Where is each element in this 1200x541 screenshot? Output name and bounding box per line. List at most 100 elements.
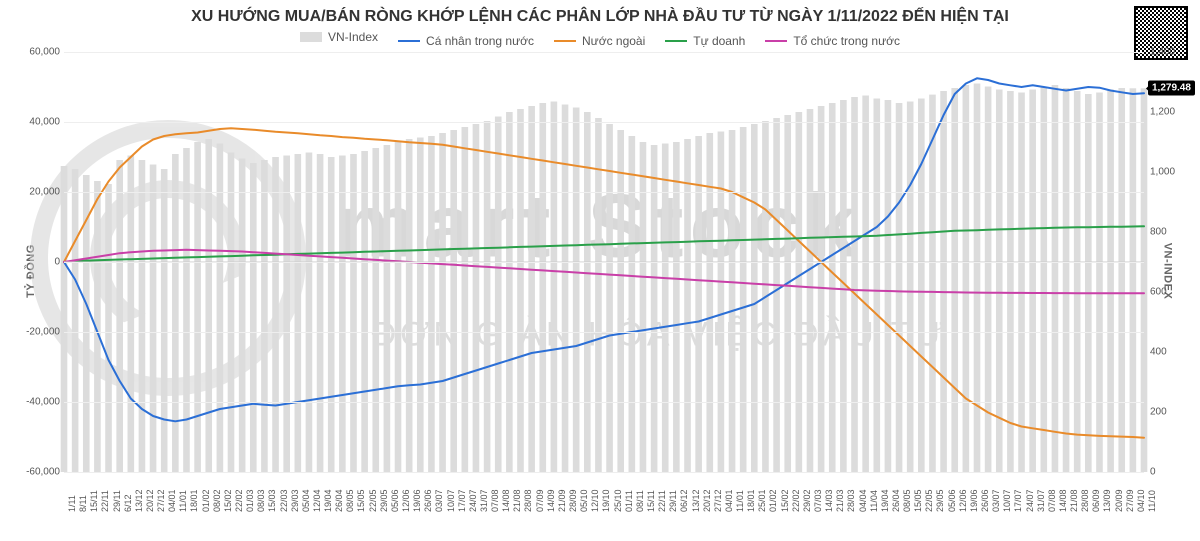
vnindex-bar [740, 127, 747, 472]
x-axis-tick: 15/11 [89, 490, 99, 512]
x-axis-tick: 07/03 [813, 489, 823, 512]
vnindex-bar [506, 112, 513, 472]
y-left-tick: -60,000 [16, 467, 60, 478]
x-axis-tick: 1/11 [67, 495, 77, 512]
y-left-tick: 0 [16, 257, 60, 268]
x-axis-tick: 28/09 [568, 489, 578, 512]
vnindex-bar [306, 153, 313, 473]
x-axis-tick: 26/04 [891, 489, 901, 512]
x-axis-tick: 26/06 [423, 489, 433, 512]
vnindex-bar [562, 105, 569, 473]
x-axis-tick: 04/01 [167, 489, 177, 512]
y-left-tick: -40,000 [16, 397, 60, 408]
x-axis-tick: 27/12 [713, 489, 723, 512]
x-axis-tick: 04/04 [858, 489, 868, 512]
y-right-tick: 1,000 [1150, 167, 1190, 178]
vnindex-bar [873, 99, 880, 473]
x-axis-tick: 29/05 [935, 489, 945, 512]
y-right-tick: 1,400 [1150, 47, 1190, 58]
x-axis-tick: 01/02 [768, 489, 778, 512]
grid-line [64, 472, 1144, 473]
vnindex-bar [261, 160, 268, 472]
x-axis-tick: 31/07 [479, 489, 489, 512]
x-axis-tick: 20/12 [145, 489, 155, 512]
vnindex-bar [105, 184, 112, 472]
vnindex-bar [228, 153, 235, 473]
x-axis-tick: 14/09 [546, 489, 556, 512]
vnindex-bar [172, 154, 179, 472]
x-axis-tick: 18/01 [189, 489, 199, 512]
vnindex-bar [1063, 88, 1070, 472]
chart-root: XU HƯỚNG MUA/BÁN RÒNG KHỚP LỆNH CÁC PHÂN… [0, 0, 1200, 541]
vnindex-bar [428, 136, 435, 472]
vnindex-bar [885, 100, 892, 472]
x-axis-tick: 19/06 [969, 489, 979, 512]
vnindex-bar [1052, 85, 1059, 472]
vnindex-bar [1118, 88, 1125, 472]
vnindex-bar [462, 127, 469, 472]
x-axis-tick: 25/01 [757, 489, 767, 512]
vnindex-bar [951, 88, 958, 472]
vnindex-bar [339, 156, 346, 473]
y-right-tick: 600 [1150, 287, 1190, 298]
x-axis-tick: 01/11 [624, 490, 634, 512]
retail-line [64, 78, 1144, 421]
y-right-tick: 200 [1150, 407, 1190, 418]
x-axis-tick: 08/05 [345, 489, 355, 512]
x-axis-tick: 13/12 [691, 489, 701, 512]
vnindex-bar [974, 84, 981, 473]
vnindex-bar [484, 121, 491, 472]
vnindex-bar [417, 138, 424, 473]
vnindex-bar [328, 157, 335, 472]
vnindex-bar [384, 145, 391, 472]
vnindex-bar [1085, 94, 1092, 472]
vnindex-bar [61, 166, 68, 472]
vnindex-bar [272, 157, 279, 472]
x-axis-tick: 13/09 [1102, 489, 1112, 512]
vnindex-bar [205, 139, 212, 472]
grid-line [64, 192, 1144, 193]
x-axis-tick: 08/02 [212, 489, 222, 512]
x-axis-tick: 22/02 [234, 489, 244, 512]
vnindex-bar [517, 109, 524, 472]
x-axis-tick: 06/12 [679, 489, 689, 512]
vnindex-bar [473, 124, 480, 472]
x-axis-tick: 25/10 [613, 489, 623, 512]
vnindex-bar [963, 85, 970, 472]
x-axis-tick: 05/10 [579, 489, 589, 512]
x-axis-tick: 15/02 [780, 489, 790, 512]
x-axis-tick: 26/06 [980, 489, 990, 512]
vnindex-bar [127, 156, 134, 473]
vnindex-bar [406, 139, 413, 472]
vnindex-bar [996, 90, 1003, 473]
x-axis-tick: 08/11 [635, 490, 645, 512]
vnindex-bar [72, 169, 79, 472]
x-axis-tick: 07/08 [1047, 489, 1057, 512]
vnindex-bar [862, 96, 869, 473]
vnindex-bar [896, 103, 903, 472]
x-axis-tick: 24/07 [468, 489, 478, 512]
x-axis-tick: 03/07 [434, 489, 444, 512]
x-axis-tick: 07/09 [535, 489, 545, 512]
x-axis-tick: 28/03 [846, 489, 856, 512]
x-axis-tick: 11/01 [735, 490, 745, 512]
x-axis-tick: 12/10 [590, 489, 600, 512]
vnindex-bar [372, 148, 379, 472]
vnindex-bar [361, 151, 368, 472]
x-axis-tick: 21/08 [512, 489, 522, 512]
vnindex-last-value-badge: 1,279.48 [1148, 81, 1195, 96]
vnindex-bar [161, 169, 168, 472]
x-axis-tick: 22/02 [791, 489, 801, 512]
x-axis-tick: 17/07 [1013, 489, 1023, 512]
vnindex-bar [450, 130, 457, 472]
x-axis-tick: 29/03 [290, 489, 300, 512]
x-axis-tick: 11/04 [869, 490, 879, 512]
x-axis-tick: 19/06 [412, 489, 422, 512]
vnindex-bar [551, 102, 558, 473]
vnindex-bar [317, 154, 324, 472]
x-axis-tick: 15/05 [913, 489, 923, 512]
vnindex-bar [350, 154, 357, 472]
x-axis-tick: 05/06 [947, 489, 957, 512]
y-right-tick: 1,200 [1150, 107, 1190, 118]
x-axis-tick: 22/05 [924, 489, 934, 512]
